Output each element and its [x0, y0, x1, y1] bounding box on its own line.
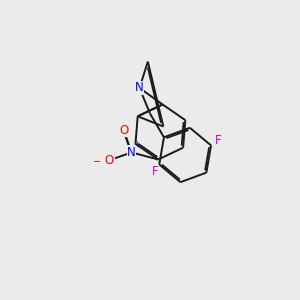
- Text: F: F: [215, 134, 222, 147]
- Text: −: −: [93, 157, 101, 167]
- Text: O: O: [105, 154, 114, 167]
- Text: F: F: [152, 166, 158, 178]
- Text: O: O: [119, 124, 128, 137]
- Text: +: +: [134, 140, 140, 149]
- Text: N: N: [127, 146, 136, 159]
- Text: N: N: [135, 82, 144, 94]
